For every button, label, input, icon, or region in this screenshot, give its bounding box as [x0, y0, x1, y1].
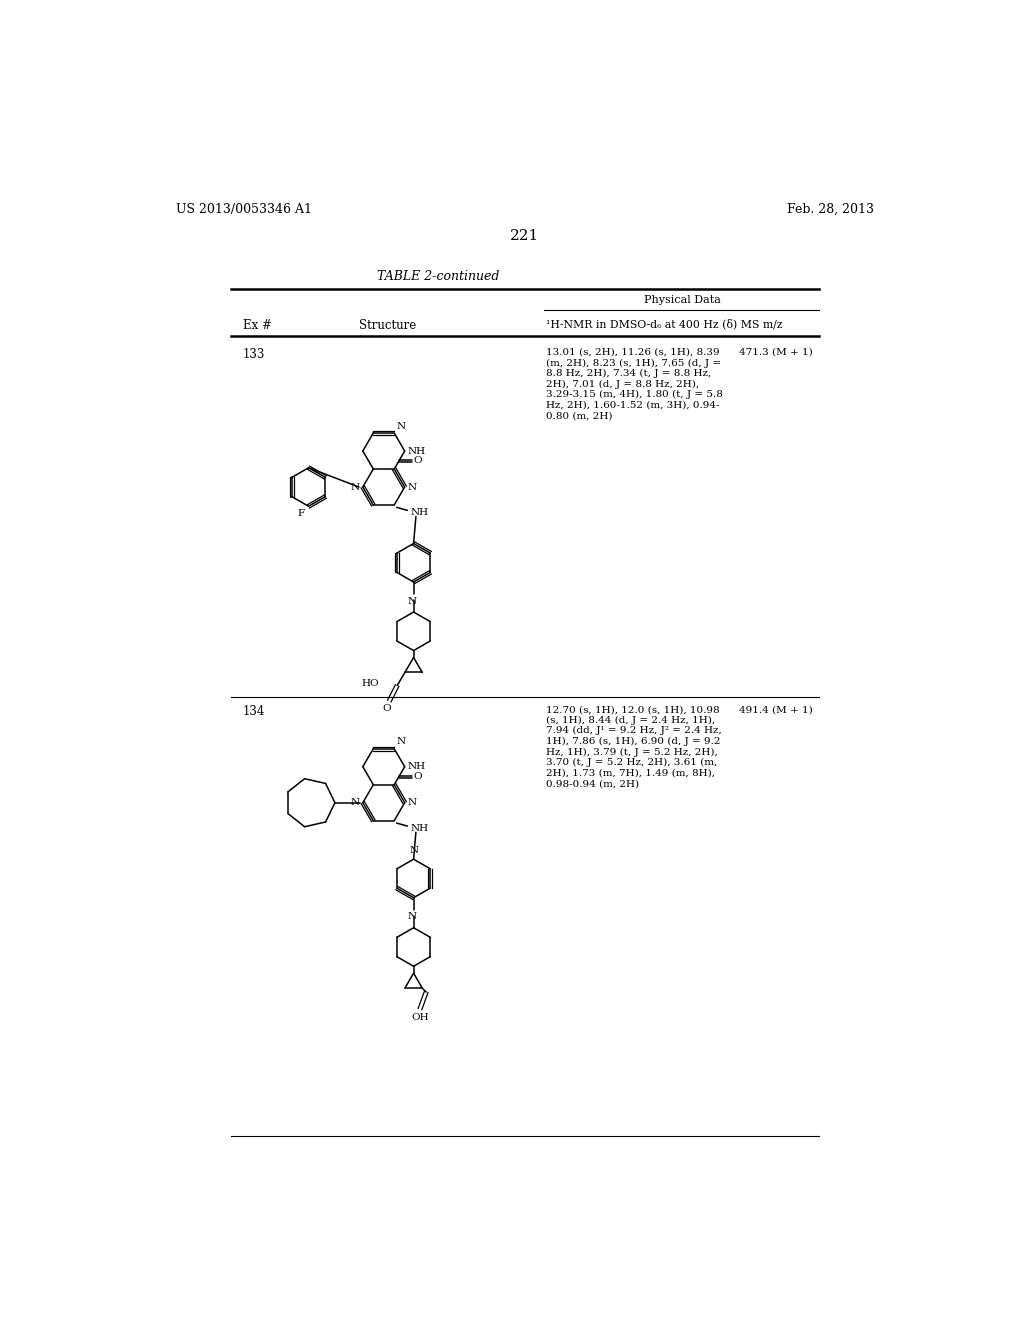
- Text: Feb. 28, 2013: Feb. 28, 2013: [786, 203, 873, 216]
- Text: Ex #: Ex #: [243, 318, 271, 331]
- Text: 0.80 (m, 2H): 0.80 (m, 2H): [547, 412, 613, 421]
- Text: 13.01 (s, 2H), 11.26 (s, 1H), 8.39: 13.01 (s, 2H), 11.26 (s, 1H), 8.39: [547, 348, 720, 356]
- Text: F: F: [298, 508, 305, 517]
- Text: NH: NH: [408, 762, 426, 771]
- Text: Hz, 2H), 1.60-1.52 (m, 3H), 0.94-: Hz, 2H), 1.60-1.52 (m, 3H), 0.94-: [547, 401, 720, 411]
- Text: Physical Data: Physical Data: [644, 294, 721, 305]
- Text: US 2013/0053346 A1: US 2013/0053346 A1: [176, 203, 312, 216]
- Text: 3.29-3.15 (m, 4H), 1.80 (t, J = 5.8: 3.29-3.15 (m, 4H), 1.80 (t, J = 5.8: [547, 391, 723, 400]
- Text: Hz, 1H), 3.79 (t, J = 5.2 Hz, 2H),: Hz, 1H), 3.79 (t, J = 5.2 Hz, 2H),: [547, 747, 718, 756]
- Text: TABLE 2-continued: TABLE 2-continued: [377, 271, 499, 282]
- Text: Structure: Structure: [359, 318, 416, 331]
- Text: N: N: [408, 597, 417, 606]
- Text: 471.3 (M + 1): 471.3 (M + 1): [738, 348, 812, 356]
- Text: N: N: [396, 421, 406, 430]
- Text: 0.98-0.94 (m, 2H): 0.98-0.94 (m, 2H): [547, 780, 640, 788]
- Text: NH: NH: [408, 446, 426, 455]
- Text: N: N: [408, 912, 417, 921]
- Text: OH: OH: [412, 1012, 429, 1022]
- Text: 134: 134: [243, 705, 265, 718]
- Text: N: N: [350, 799, 359, 808]
- Text: 3.70 (t, J = 5.2 Hz, 2H), 3.61 (m,: 3.70 (t, J = 5.2 Hz, 2H), 3.61 (m,: [547, 758, 718, 767]
- Text: 221: 221: [510, 230, 540, 243]
- Text: ¹H-NMR in DMSO-d₆ at 400 Hz (δ) MS m/z: ¹H-NMR in DMSO-d₆ at 400 Hz (δ) MS m/z: [547, 318, 783, 329]
- Text: N: N: [350, 483, 359, 491]
- Text: O: O: [414, 772, 422, 781]
- Text: O: O: [414, 457, 422, 465]
- Text: 2H), 1.73 (m, 7H), 1.49 (m, 8H),: 2H), 1.73 (m, 7H), 1.49 (m, 8H),: [547, 768, 716, 777]
- Text: 7.94 (dd, J¹ = 9.2 Hz, J² = 2.4 Hz,: 7.94 (dd, J¹ = 9.2 Hz, J² = 2.4 Hz,: [547, 726, 722, 735]
- Text: 2H), 7.01 (d, J = 8.8 Hz, 2H),: 2H), 7.01 (d, J = 8.8 Hz, 2H),: [547, 380, 699, 389]
- Text: N: N: [409, 846, 418, 855]
- Text: 133: 133: [243, 348, 265, 360]
- Text: (m, 2H), 8.23 (s, 1H), 7.65 (d, J =: (m, 2H), 8.23 (s, 1H), 7.65 (d, J =: [547, 359, 722, 367]
- Text: (s, 1H), 8.44 (d, J = 2.4 Hz, 1H),: (s, 1H), 8.44 (d, J = 2.4 Hz, 1H),: [547, 715, 716, 725]
- Text: 1H), 7.86 (s, 1H), 6.90 (d, J = 9.2: 1H), 7.86 (s, 1H), 6.90 (d, J = 9.2: [547, 737, 721, 746]
- Text: 491.4 (M + 1): 491.4 (M + 1): [738, 705, 812, 714]
- Text: 8.8 Hz, 2H), 7.34 (t, J = 8.8 Hz,: 8.8 Hz, 2H), 7.34 (t, J = 8.8 Hz,: [547, 370, 712, 379]
- Text: N: N: [408, 799, 417, 808]
- Text: HO: HO: [361, 678, 379, 688]
- Text: O: O: [382, 704, 390, 713]
- Text: N: N: [396, 738, 406, 746]
- Text: N: N: [408, 483, 417, 491]
- Text: NH: NH: [411, 508, 429, 517]
- Text: NH: NH: [411, 824, 429, 833]
- Text: 12.70 (s, 1H), 12.0 (s, 1H), 10.98: 12.70 (s, 1H), 12.0 (s, 1H), 10.98: [547, 705, 720, 714]
